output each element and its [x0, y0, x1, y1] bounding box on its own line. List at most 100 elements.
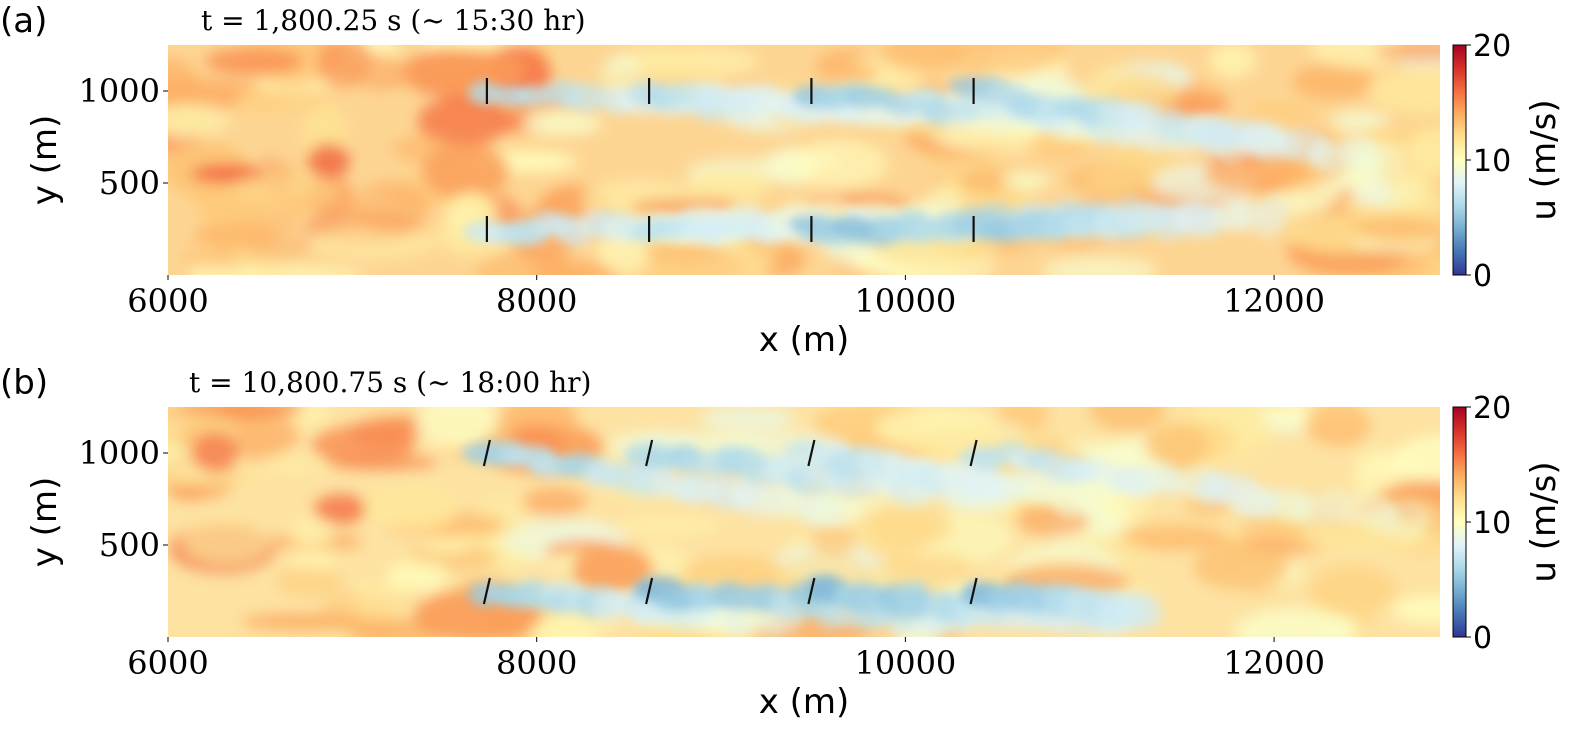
- panel-a: (a) t = 1,800.25 s (~ 15:30 hr) 6000 8000…: [0, 1, 1564, 360]
- speed-cell: [417, 95, 510, 147]
- speed-cell: [1408, 128, 1440, 176]
- x-axis-label-a: x (m): [759, 320, 850, 360]
- wake-cell: [1258, 194, 1290, 232]
- speed-cell: [870, 505, 952, 548]
- speed-cell: [307, 143, 350, 179]
- colorbar-label-a: u (m/s): [1524, 99, 1564, 220]
- speed-cell: [1041, 256, 1159, 275]
- speed-cell: [265, 455, 324, 475]
- x-axis-ticks-a: 6000 8000 10000 12000: [127, 275, 1325, 320]
- speed-cell: [192, 223, 280, 251]
- speed-cell: [225, 171, 339, 214]
- y-tick-label: 500: [99, 164, 160, 202]
- x-tick-label: 12000: [1223, 282, 1325, 320]
- x-tick-label: 10000: [854, 644, 956, 682]
- speed-cell: [414, 48, 526, 92]
- x-tick-label: 8000: [496, 282, 577, 320]
- speed-cell: [1352, 215, 1440, 242]
- speed-cell: [1387, 169, 1435, 210]
- speed-cell: [1373, 45, 1440, 60]
- colorbar-tick-label: 0: [1473, 259, 1492, 294]
- speed-cell: [349, 417, 422, 448]
- turbine-marker: [482, 439, 491, 467]
- turbine-marker: [969, 577, 978, 605]
- speed-cell: [522, 487, 587, 517]
- panel-title-b: t = 10,800.75 s (~ 18:00 hr): [189, 366, 591, 399]
- speed-cell: [198, 194, 253, 228]
- y-tick-label: 1000: [79, 72, 160, 110]
- speed-cell: [1305, 407, 1371, 447]
- wake-cell: [562, 83, 609, 112]
- speed-cell: [699, 407, 795, 431]
- turbines-a: [485, 78, 975, 242]
- speed-cell: [959, 167, 1020, 194]
- speed-cell: [530, 612, 600, 637]
- wake-cell: [1381, 501, 1430, 540]
- y-axis-label-a: y (m): [25, 115, 65, 206]
- speed-cell: [237, 88, 291, 116]
- x-axis-ticks-b: 6000 8000 10000 12000: [127, 637, 1325, 682]
- speed-cell: [1084, 162, 1172, 199]
- speed-cell: [935, 45, 1066, 74]
- speed-cell: [1000, 172, 1053, 189]
- wake-cell: [514, 85, 552, 107]
- speed-cell: [643, 239, 722, 262]
- x-tick-label: 6000: [127, 644, 208, 682]
- speed-cell: [790, 139, 888, 189]
- colorbar-b: 0 10 20 u (m/s): [1452, 391, 1564, 656]
- speed-cell: [275, 565, 344, 598]
- colorbar-tick-label: 10: [1473, 506, 1511, 541]
- heatmap-a: [168, 45, 1440, 275]
- x-tick-label: 6000: [127, 282, 208, 320]
- speed-cell: [344, 53, 415, 90]
- speed-cell: [289, 517, 333, 549]
- speed-cell: [364, 484, 458, 531]
- wake-field-a: [463, 76, 1407, 247]
- x-tick-label: 8000: [496, 644, 577, 682]
- wake-cell: [812, 488, 855, 529]
- speed-cell: [387, 559, 450, 592]
- panel-label-a: (a): [0, 1, 47, 41]
- speed-cell: [571, 545, 654, 594]
- wake-field-b: [462, 440, 1430, 637]
- speed-cell: [204, 47, 304, 75]
- colorbar-a: 0 10 20 u (m/s): [1452, 29, 1564, 294]
- y-tick-label: 500: [99, 526, 160, 564]
- speed-cell: [810, 522, 857, 558]
- turbine-marker: [807, 439, 816, 467]
- y-axis-label-b: y (m): [25, 477, 65, 568]
- colorbar-gradient-b: [1452, 406, 1467, 638]
- speed-cell: [619, 516, 721, 534]
- colorbar-label-b: u (m/s): [1524, 461, 1564, 582]
- speed-cell: [191, 432, 240, 473]
- speed-cell: [327, 454, 439, 471]
- speed-cell: [1246, 101, 1319, 122]
- turbine-marker: [969, 439, 978, 467]
- speed-cell: [168, 58, 199, 109]
- colorbar-tick-label: 20: [1473, 391, 1511, 426]
- speed-cell: [241, 613, 365, 630]
- panel-label-b: (b): [0, 363, 48, 403]
- speed-cell: [182, 518, 272, 565]
- turbine-marker: [645, 577, 654, 605]
- speed-cell: [350, 180, 431, 235]
- turbine-marker: [645, 439, 654, 467]
- panel-b: (b) t = 10,800.75 s (~ 18:00 hr) 6000 800…: [0, 363, 1564, 722]
- speed-cell: [1209, 45, 1256, 78]
- speed-cell: [1145, 423, 1210, 469]
- colorbar-ticks-b: 0 10 20: [1466, 391, 1511, 656]
- colorbar-gradient-a: [1452, 44, 1467, 276]
- wake-cell: [1131, 594, 1163, 631]
- colorbar-tick-label: 20: [1473, 29, 1511, 64]
- speed-cell: [415, 407, 498, 447]
- speed-cell: [521, 110, 602, 136]
- speed-cell: [1309, 565, 1396, 615]
- turbines-b: [482, 439, 978, 605]
- wake-cell: [1372, 143, 1407, 179]
- speed-cell: [1234, 607, 1356, 637]
- speed-cell: [689, 169, 773, 190]
- turbine-marker: [482, 577, 491, 605]
- speed-cell: [309, 227, 439, 260]
- x-tick-label: 12000: [1223, 644, 1325, 682]
